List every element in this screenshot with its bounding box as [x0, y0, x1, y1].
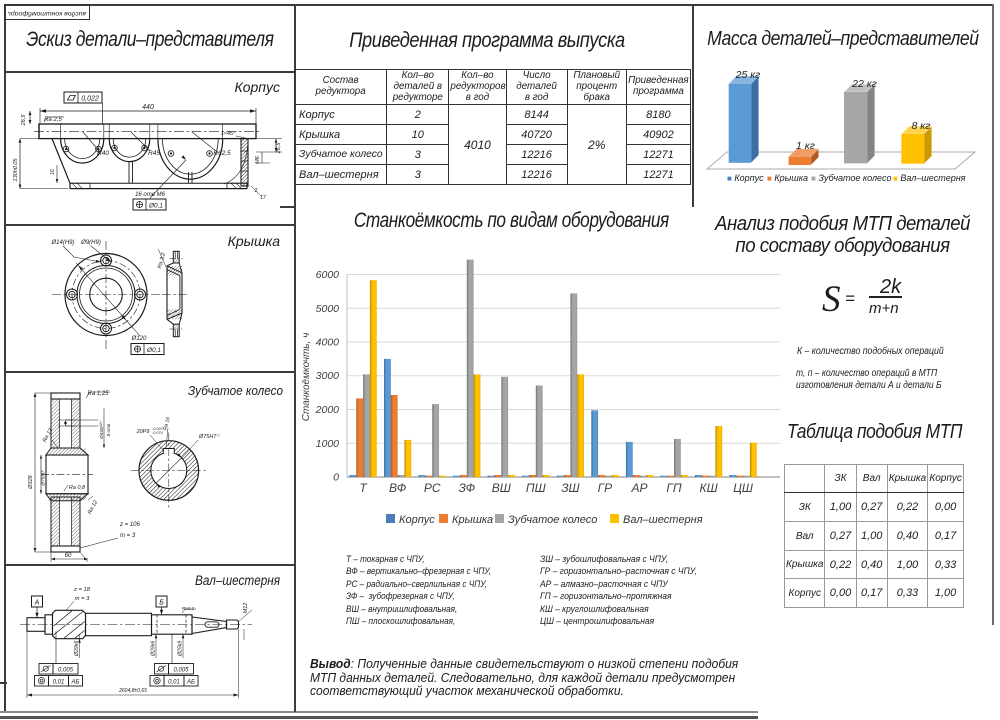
- svg-text:Б: Б: [159, 600, 164, 607]
- svg-text:17: 17: [260, 195, 266, 201]
- svg-text:Крышка: Крышка: [452, 514, 493, 526]
- svg-text:130h0,05: 130h0,05: [13, 158, 19, 182]
- svg-text:ЦШ: ЦШ: [733, 481, 754, 495]
- svg-text:Ø120: Ø120: [131, 336, 147, 342]
- svg-text:ПШ: ПШ: [526, 481, 547, 495]
- svg-text:КШ: КШ: [700, 481, 719, 495]
- svg-text:Ø0,1: Ø0,1: [148, 203, 163, 210]
- svg-text:R40: R40: [97, 150, 109, 157]
- svg-text:2: 2: [254, 188, 258, 194]
- svg-text:Ra 2,5: Ra 2,5: [44, 117, 62, 123]
- svg-text:3000: 3000: [316, 370, 340, 382]
- svg-text:Т: Т: [359, 481, 368, 495]
- svg-text:26,5: 26,5: [276, 142, 282, 155]
- svg-text:Ø29k6: Ø29k6: [151, 641, 157, 657]
- svg-text:0,005: 0,005: [173, 667, 189, 673]
- svg-text:5000: 5000: [316, 303, 340, 315]
- svg-text:Ra 0,8: Ra 0,8: [69, 485, 86, 491]
- svg-text:22 кг: 22 кг: [851, 78, 877, 90]
- svg-text:Ø75Н7: Ø75Н7: [41, 470, 47, 487]
- svg-text:Ø0,1: Ø0,1: [146, 347, 161, 354]
- svg-text:Ra 1,25: Ra 1,25: [87, 391, 109, 397]
- svg-text:М12: М12: [243, 603, 249, 614]
- svg-text:Ra 16: Ra 16: [162, 416, 171, 431]
- svg-text:8 отв: 8 отв: [106, 423, 111, 436]
- svg-text:Ø328: Ø328: [28, 474, 34, 489]
- svg-text:25 кг: 25 кг: [735, 69, 761, 81]
- svg-text:m = 3: m = 3: [75, 596, 90, 602]
- svg-text:АБ: АБ: [186, 679, 195, 685]
- svg-text:0,01: 0,01: [53, 679, 65, 685]
- svg-text:ВШ: ВШ: [492, 481, 512, 495]
- svg-text:0: 0: [333, 472, 339, 484]
- svg-text:ЗШ: ЗШ: [561, 481, 580, 495]
- svg-text:z = 18: z = 18: [73, 587, 91, 593]
- svg-text:4000: 4000: [316, 337, 340, 349]
- svg-text:20Р9: 20Р9: [136, 429, 150, 435]
- svg-text:0,005: 0,005: [58, 667, 74, 673]
- svg-text:А: А: [34, 600, 40, 607]
- svg-text:1 кг: 1 кг: [796, 140, 815, 152]
- svg-text:АБ: АБ: [71, 679, 80, 685]
- svg-text:Ø75Н7⁽⁾: Ø75Н7⁽⁾: [198, 433, 220, 440]
- svg-text:-0,074: -0,074: [152, 431, 163, 435]
- svg-text:ГП: ГП: [666, 481, 682, 495]
- svg-text:16 отв М6: 16 отв М6: [135, 192, 165, 198]
- svg-text:Ra 12: Ra 12: [87, 500, 99, 516]
- svg-text:Ø14(Н9): Ø14(Н9): [50, 240, 74, 246]
- svg-text:0,022: 0,022: [81, 96, 99, 103]
- svg-text:R45: R45: [148, 150, 160, 157]
- svg-text:Зубчатое колесо: Зубчатое колесо: [508, 514, 597, 526]
- svg-text:М6: М6: [255, 155, 261, 164]
- svg-text:26,5: 26,5: [21, 114, 27, 127]
- svg-text:Ø29k6: Ø29k6: [74, 641, 80, 657]
- svg-text:-0,022: -0,022: [152, 427, 164, 431]
- svg-text:16: 16: [50, 169, 56, 175]
- svg-text:Ø9(Н9): Ø9(Н9): [80, 240, 101, 246]
- svg-text:Корпус: Корпус: [399, 514, 435, 526]
- svg-text:m = 3: m = 3: [120, 533, 136, 539]
- svg-text:ЗФ: ЗФ: [458, 481, 475, 495]
- svg-text:1×45°: 1×45°: [221, 131, 236, 137]
- svg-text:6000: 6000: [316, 269, 340, 281]
- svg-text:1000: 1000: [316, 438, 340, 450]
- svg-text:0,01: 0,01: [168, 679, 180, 685]
- svg-text:R62,5: R62,5: [213, 150, 231, 157]
- svg-text:Ø440t³²⁽⁾: Ø440t³²⁽⁾: [99, 420, 104, 440]
- svg-text:РС: РС: [424, 481, 441, 495]
- svg-text:z = 106: z = 106: [119, 522, 141, 528]
- svg-text:60: 60: [65, 553, 72, 559]
- svg-text:2604,8±0,65: 2604,8±0,65: [118, 688, 147, 694]
- svg-text:Ra3,2: Ra3,2: [182, 606, 195, 611]
- svg-text:8 кг: 8 кг: [912, 120, 931, 132]
- svg-text:2000: 2000: [315, 404, 340, 416]
- svg-text:Ø25k9: Ø25k9: [178, 641, 184, 657]
- svg-text:ГР: ГР: [598, 481, 613, 495]
- svg-text:440: 440: [142, 104, 154, 111]
- svg-text:АР: АР: [630, 481, 647, 495]
- svg-text:Вал–шестерня: Вал–шестерня: [623, 514, 703, 526]
- svg-text:Ra 3,2: Ra 3,2: [157, 252, 167, 269]
- svg-text:ВФ: ВФ: [389, 481, 407, 495]
- svg-text:Станкоёмкочть, ч: Станкоёмкочть, ч: [301, 333, 312, 422]
